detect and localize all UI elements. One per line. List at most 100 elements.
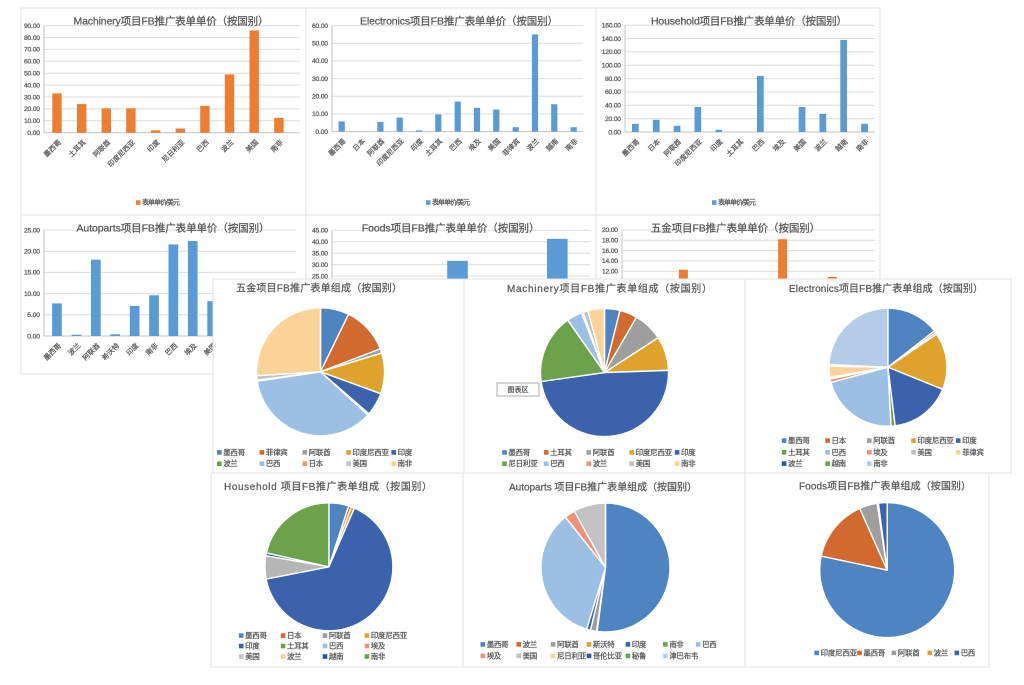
svg-text:墨西哥: 墨西哥 — [863, 648, 885, 657]
svg-text:30.00: 30.00 — [24, 94, 40, 101]
svg-text:70.00: 70.00 — [24, 47, 40, 54]
svg-text:60.00: 60.00 — [24, 59, 40, 66]
svg-text:90.00: 90.00 — [24, 23, 40, 30]
svg-text:Electronics项目FB推广表单单价（按国别）: Electronics项目FB推广表单单价（按国别） — [360, 15, 558, 28]
svg-text:印度尼西亚: 印度尼西亚 — [917, 435, 954, 445]
svg-text:表单单价/美元: 表单单价/美元 — [432, 198, 470, 207]
svg-text:阿联酋: 阿联酋 — [593, 447, 615, 457]
svg-text:25.00: 25.00 — [312, 273, 328, 280]
svg-text:印度: 印度 — [245, 641, 260, 651]
svg-text:日本: 日本 — [832, 435, 847, 445]
svg-text:五金项目FB推广表单单价（按国别）: 五金项目FB推广表单单价（按国别） — [651, 222, 820, 235]
svg-text:印度尼西亚: 印度尼西亚 — [353, 447, 390, 457]
svg-text:40.00: 40.00 — [605, 103, 621, 110]
svg-text:5.00: 5.00 — [27, 312, 40, 319]
svg-text:南非: 南非 — [681, 458, 696, 468]
svg-text:菲律宾: 菲律宾 — [962, 447, 984, 457]
svg-text:表单单价/美元: 表单单价/美元 — [718, 198, 756, 207]
svg-text:0.00: 0.00 — [27, 333, 40, 340]
svg-text:40.00: 40.00 — [312, 58, 328, 65]
svg-text:印度: 印度 — [632, 639, 647, 649]
svg-text:印度: 印度 — [962, 435, 977, 445]
svg-text:斯沃特: 斯沃特 — [593, 639, 615, 649]
svg-text:12.00: 12.00 — [602, 269, 618, 276]
svg-text:20.00: 20.00 — [24, 106, 40, 113]
svg-text:巴西: 巴西 — [961, 648, 976, 657]
svg-text:16.00: 16.00 — [602, 248, 618, 255]
svg-text:阿联酋: 阿联酋 — [898, 647, 920, 657]
svg-text:0.00: 0.00 — [27, 130, 40, 137]
svg-text:0.00: 0.00 — [608, 129, 621, 136]
svg-text:Electronics项目FB推广表单组成（按国别）: Electronics项目FB推广表单组成（按国别） — [789, 282, 983, 295]
svg-text:埃及: 埃及 — [487, 650, 502, 660]
svg-text:Foods项目FB推广表单组成（按国别）: Foods项目FB推广表单组成（按国别） — [799, 480, 971, 493]
svg-text:40.00: 40.00 — [312, 239, 328, 246]
svg-text:阿联酋: 阿联酋 — [557, 639, 579, 649]
svg-text:土耳其: 土耳其 — [287, 641, 309, 651]
svg-text:五金项目FB推广表单组成（按国别）: 五金项目FB推广表单组成（按国别） — [236, 282, 402, 295]
svg-text:波兰: 波兰 — [223, 458, 238, 468]
svg-text:10.00: 10.00 — [24, 291, 40, 298]
svg-text:美国: 美国 — [523, 650, 538, 660]
svg-text:墨西哥: 墨西哥 — [508, 448, 530, 457]
svg-text:波兰: 波兰 — [287, 651, 302, 661]
svg-text:美国: 美国 — [917, 447, 932, 457]
svg-text:30.00: 30.00 — [312, 76, 328, 83]
svg-text:越南: 越南 — [832, 458, 847, 468]
svg-text:埃及: 埃及 — [873, 447, 888, 457]
svg-text:波兰: 波兰 — [788, 458, 803, 468]
svg-text:20.00: 20.00 — [312, 94, 328, 101]
svg-text:140.00: 140.00 — [602, 36, 621, 43]
svg-text:Machinery项目FB推广表单组成（按国别）: Machinery项目FB推广表单组成（按国别） — [507, 282, 712, 295]
svg-text:南非: 南非 — [371, 651, 386, 661]
svg-text:Autoparts 项目FB推广表单组成（按国别）: Autoparts 项目FB推广表单组成（按国别） — [509, 481, 697, 494]
svg-text:波兰: 波兰 — [934, 647, 949, 657]
svg-text:巴西: 巴西 — [702, 640, 717, 649]
svg-text:10.00: 10.00 — [312, 111, 328, 118]
svg-text:印度尼西亚: 印度尼西亚 — [636, 447, 673, 457]
svg-text:墨西哥: 墨西哥 — [245, 631, 267, 640]
svg-text:80.00: 80.00 — [605, 76, 621, 83]
svg-text:尼日利亚: 尼日利亚 — [557, 650, 587, 660]
svg-text:60.00: 60.00 — [312, 23, 328, 30]
svg-text:45.00: 45.00 — [312, 228, 328, 235]
svg-text:Autoparts项目FB推广表单单价（按国别）: Autoparts项目FB推广表单单价（按国别） — [77, 222, 270, 235]
svg-text:阿联酋: 阿联酋 — [873, 435, 895, 445]
svg-text:30.00: 30.00 — [312, 262, 328, 269]
svg-text:南非: 南非 — [398, 458, 413, 468]
svg-text:菲律宾: 菲律宾 — [266, 447, 288, 457]
svg-text:巴西: 巴西 — [832, 448, 847, 457]
svg-text:印度尼西亚: 印度尼西亚 — [821, 647, 858, 657]
svg-text:50.00: 50.00 — [24, 71, 40, 78]
svg-text:35.00: 35.00 — [312, 251, 328, 258]
svg-text:阿联酋: 阿联酋 — [329, 630, 351, 640]
svg-text:印度尼西亚: 印度尼西亚 — [371, 630, 408, 640]
svg-text:埃及: 埃及 — [371, 641, 386, 651]
svg-text:50.00: 50.00 — [312, 41, 328, 48]
svg-text:印度: 印度 — [681, 447, 696, 457]
svg-text:哥伦比亚: 哥伦比亚 — [593, 650, 623, 660]
svg-text:津巴布韦: 津巴布韦 — [669, 650, 698, 660]
svg-text:25.00: 25.00 — [24, 227, 40, 234]
svg-text:表单单价/美元: 表单单价/美元 — [142, 198, 180, 207]
svg-text:土耳其: 土耳其 — [550, 447, 572, 457]
svg-text:20.00: 20.00 — [605, 116, 621, 123]
svg-text:南非: 南非 — [669, 639, 684, 649]
svg-text:10.00: 10.00 — [24, 118, 40, 125]
svg-text:波兰: 波兰 — [593, 458, 608, 468]
svg-text:土耳其: 土耳其 — [788, 447, 810, 457]
svg-text:越南: 越南 — [329, 651, 344, 661]
svg-text:巴西: 巴西 — [550, 459, 565, 468]
svg-text:巴西: 巴西 — [329, 642, 344, 651]
svg-text:20.00: 20.00 — [24, 249, 40, 256]
svg-text:日本: 日本 — [309, 458, 324, 468]
svg-text:南非: 南非 — [873, 458, 888, 468]
svg-text:日本: 日本 — [287, 630, 302, 640]
svg-text:15.00: 15.00 — [24, 270, 40, 277]
svg-text:20.00: 20.00 — [602, 227, 618, 234]
svg-text:Household项目FB推广表单单价（按国别）: Household项目FB推广表单单价（按国别） — [651, 15, 847, 28]
svg-text:阿联酋: 阿联酋 — [309, 447, 331, 457]
svg-text:80.00: 80.00 — [24, 35, 40, 42]
svg-text:Machinery项目FB推广表单单价（按国别）: Machinery项目FB推广表单单价（按国别） — [74, 15, 269, 28]
svg-text:巴西: 巴西 — [266, 459, 281, 468]
